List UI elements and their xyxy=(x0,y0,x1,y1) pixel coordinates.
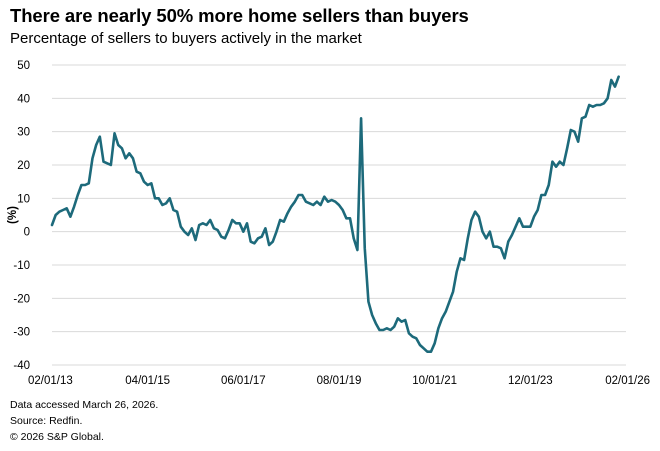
chart-subtitle: Percentage of sellers to buyers actively… xyxy=(10,30,362,47)
x-tick-label: 10/01/21 xyxy=(412,375,457,387)
y-tick-label: -40 xyxy=(13,360,30,372)
series-layer xyxy=(50,75,620,353)
y-axis-ticks: 50 40 30 20 10 0 -10 -20 -30 -40 xyxy=(13,60,30,372)
y-tick-label: -10 xyxy=(13,260,30,272)
x-tick-label: 02/01/26 xyxy=(605,375,650,387)
y-tick-label: 20 xyxy=(17,160,30,172)
y-tick-label: -20 xyxy=(13,293,30,305)
y-tick-label: 0 xyxy=(24,227,30,239)
gridlines xyxy=(52,64,626,366)
y-tick-label: 30 xyxy=(17,127,30,139)
data-accessed-note: Data accessed March 26, 2026. xyxy=(10,399,159,411)
x-tick-label: 12/01/23 xyxy=(508,375,553,387)
y-tick-label: -30 xyxy=(13,327,30,339)
x-tick-label: 06/01/17 xyxy=(221,375,266,387)
series-line xyxy=(50,75,620,353)
x-tick-label: 02/01/13 xyxy=(28,375,73,387)
x-tick-label: 08/01/19 xyxy=(317,375,362,387)
footnotes: Data accessed March 26, 2026. Source: Re… xyxy=(10,397,158,445)
y-tick-label: 10 xyxy=(17,193,30,205)
x-axis-ticks: 02/01/13 04/01/15 06/01/17 08/01/19 10/01/21… xyxy=(28,375,650,387)
x-tick-label: 04/01/15 xyxy=(125,375,170,387)
y-tick-label: 50 xyxy=(17,60,30,72)
chart-title: There are nearly 50% more home sellers t… xyxy=(10,5,469,26)
copyright-note: © 2026 S&P Global. xyxy=(10,431,104,443)
y-tick-label: 40 xyxy=(17,93,30,105)
source-note: Source: Redfin. xyxy=(10,415,83,427)
y-axis-label: (%) xyxy=(7,206,19,224)
